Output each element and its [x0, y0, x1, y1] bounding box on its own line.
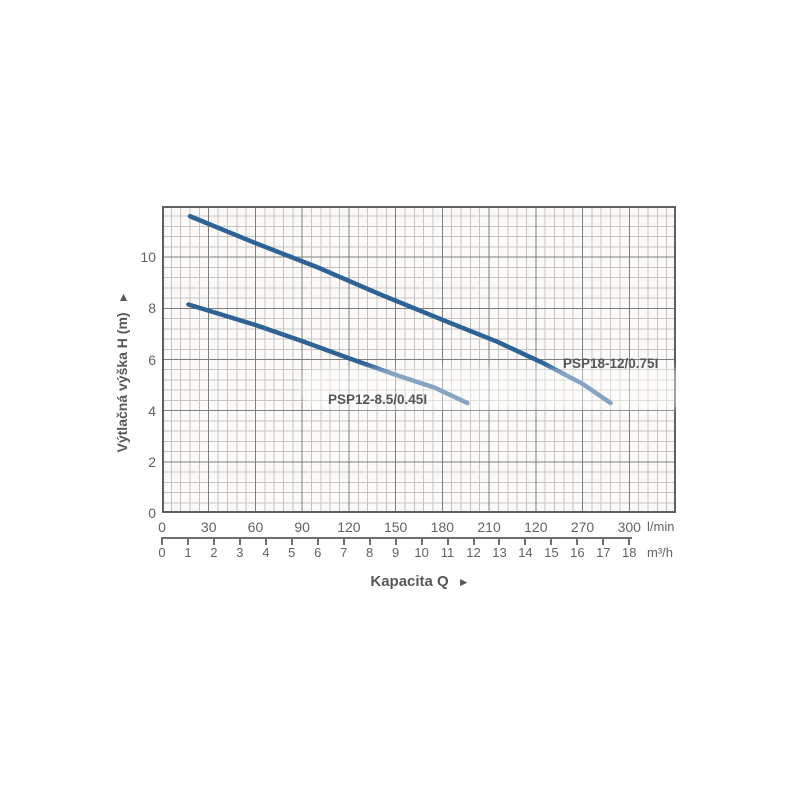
ruler-tick [290, 537, 293, 545]
y-tick-label: 8 [148, 300, 156, 317]
x-tick-label-lmin: 120 [524, 519, 548, 535]
x-tick-label-m3h: 14 [518, 545, 533, 560]
ruler-tick [264, 537, 267, 545]
x-tick-label-lmin: 150 [383, 519, 408, 535]
ruler-tick [446, 537, 449, 545]
y-axis-title-text: Výtlačná výška H (m) [114, 312, 130, 453]
pump-curve-0 [187, 213, 613, 406]
curve-label-psp18: PSP18-12/0.75I [563, 356, 659, 371]
x-axis-title-text: Kapacita Q [370, 573, 449, 590]
ruler-tick [498, 537, 501, 545]
x-tick-label-m3h: 8 [366, 545, 374, 560]
ruler-tick [602, 537, 605, 545]
x-axis-unit-lmin: l/min [647, 519, 675, 534]
x-tick-label-m3h: 18 [622, 545, 637, 560]
x-tick-label-lmin: 90 [294, 519, 310, 535]
y-tick-label: 4 [148, 402, 156, 419]
y-tick-label: 10 [140, 249, 156, 266]
x-tick-label-lmin: 270 [570, 519, 595, 535]
x-tick-label-m3h: 4 [262, 545, 270, 560]
y-tick-label: 2 [148, 453, 156, 470]
ruler-tick [238, 537, 241, 545]
ruler-tick [316, 537, 319, 545]
x-tick-label-lmin: 210 [477, 519, 501, 535]
ruler-tick [550, 537, 553, 545]
x-tick-label-m3h: 3 [236, 545, 244, 560]
x-tick-label-m3h: 9 [392, 545, 400, 560]
x-tick-label-m3h: 5 [288, 545, 296, 560]
x-tick-label-m3h: 2 [210, 545, 218, 560]
x-tick-label-m3h: 15 [544, 545, 559, 560]
pump-curve-1 [186, 302, 470, 406]
x-tick-label-m3h: 12 [466, 545, 481, 560]
x-tick-label-lmin: 0 [158, 519, 166, 535]
ruler-tick [472, 537, 475, 545]
axis-arrow-right-icon: ► [457, 575, 470, 589]
x-tick-label-lmin: 120 [337, 519, 361, 535]
ruler-tick [212, 537, 215, 545]
ruler-tick [186, 537, 189, 545]
x-tick-label-lmin: 300 [617, 519, 641, 535]
x-tick-label-m3h: 0 [158, 545, 166, 560]
ruler-tick [524, 537, 527, 545]
ruler-tick [394, 537, 397, 545]
ruler-tick [628, 537, 631, 545]
x-tick-label-lmin: 30 [200, 519, 217, 535]
x-tick-label-m3h: 16 [570, 545, 585, 560]
x-tick-label-lmin: 180 [430, 519, 455, 535]
x-tick-label-m3h: 7 [340, 545, 348, 560]
x-axis-title: Kapacita Q ► [320, 573, 520, 591]
x-axis-unit-m3h: m³/h [647, 545, 673, 560]
y-tick-label: 6 [148, 351, 156, 368]
plot-area [162, 206, 676, 513]
x-tick-label-m3h: 1 [184, 545, 192, 560]
x-tick-label-m3h: 11 [440, 545, 455, 560]
x-tick-label-lmin: 60 [247, 519, 264, 535]
ruler-tick [420, 537, 423, 545]
ruler-tick [342, 537, 345, 545]
ruler-tick [576, 537, 579, 545]
ruler-tick [368, 537, 371, 545]
x-tick-label-m3h: 13 [492, 545, 507, 560]
secondary-axis-ruler [162, 537, 632, 539]
curve-label-psp12: PSP12-8.5/0.45I [328, 392, 428, 407]
y-tick-label: 0 [148, 505, 156, 521]
x-tick-label-m3h: 6 [314, 545, 322, 560]
ruler-tick [161, 537, 163, 545]
x-tick-label-m3h: 10 [414, 545, 429, 560]
x-tick-label-m3h: 17 [596, 545, 611, 560]
